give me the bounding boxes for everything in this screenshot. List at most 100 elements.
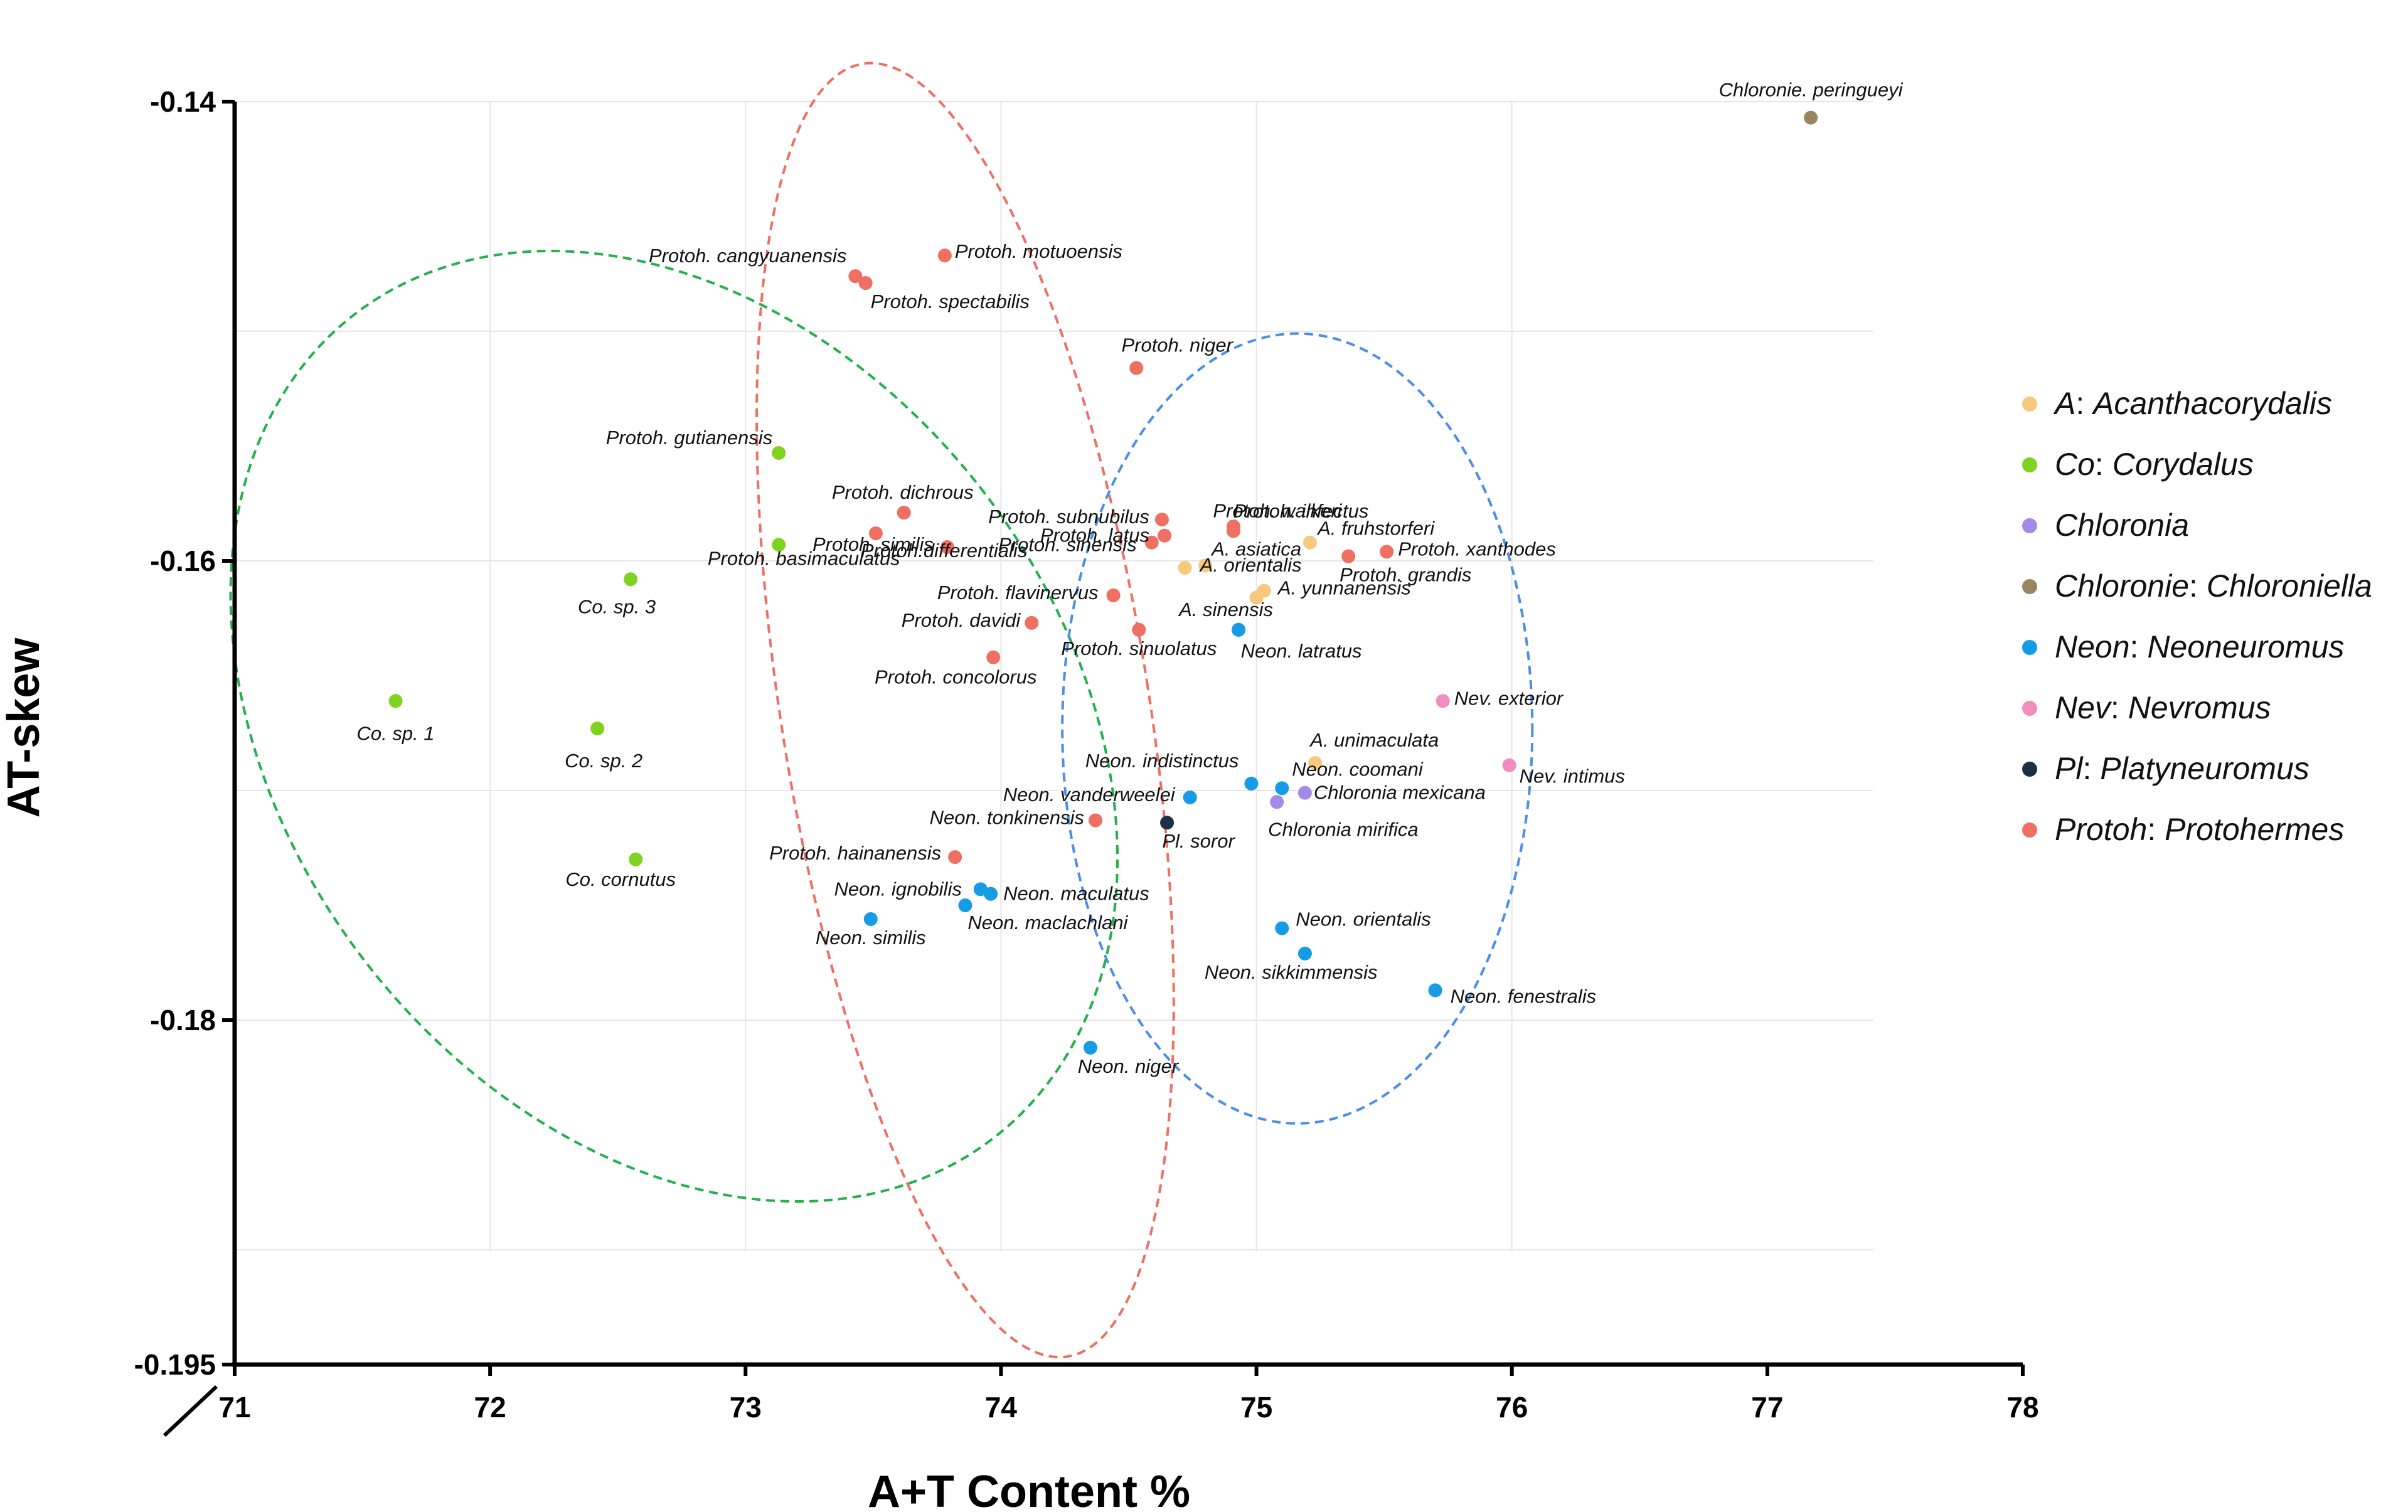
data-point <box>986 650 1001 664</box>
data-point <box>1158 528 1171 543</box>
point-label: Co. cornutus <box>565 868 676 890</box>
point-label: Protoh. cangyuanensis <box>649 245 846 267</box>
point-label: A. yunnanensis <box>1277 577 1411 599</box>
legend-marker <box>2022 701 2037 716</box>
point-label: A. fruhstorferi <box>1316 518 1435 540</box>
data-point <box>1341 549 1356 563</box>
point-labels: Chloronie. peringueyi Protoh. motuoensis P… <box>356 79 1903 1077</box>
point-label: Chloronie. peringueyi <box>1719 79 1904 101</box>
data-point <box>1275 921 1289 935</box>
data-point <box>1249 590 1264 605</box>
data-point <box>624 572 638 587</box>
data-point <box>1132 622 1146 637</box>
point-label: Neon. latratus <box>1241 640 1362 662</box>
point-label: Protoh. spectabilis <box>871 290 1030 312</box>
x-tick-label: 72 <box>474 1391 506 1424</box>
y-axis-title: AT-skew <box>0 637 49 818</box>
axes <box>162 102 2023 1437</box>
point-label: Co. sp. 1 <box>356 722 434 744</box>
data-point <box>1303 535 1318 550</box>
data-point <box>1083 1040 1097 1055</box>
point-label: Protoh. walkeri <box>1213 499 1342 521</box>
legend: A: Acanthacorydalis Co: Corydalus Chloroni… <box>2022 386 2372 847</box>
point-label: Neon. coomani <box>1292 758 1424 780</box>
x-tick-label: 78 <box>2006 1391 2038 1424</box>
data-point <box>897 506 911 520</box>
point-label: Co. sp. 2 <box>565 750 642 772</box>
legend-marker <box>2022 823 2037 838</box>
y-tick-label: -0.14 <box>150 85 216 118</box>
legend-entry: Nev: Nevromus <box>2055 690 2271 725</box>
legend-entry: Chloronia <box>2055 508 2189 543</box>
data-point <box>1297 946 1312 961</box>
data-point <box>1226 519 1240 534</box>
point-label: Neon. orientalis <box>1296 908 1430 930</box>
y-tick-label: -0.16 <box>150 545 216 577</box>
point-label: Protoh. grandis <box>1340 564 1471 586</box>
point-label: Protoh. infectus <box>1233 500 1368 522</box>
data-point <box>629 852 643 866</box>
x-tick-label: 76 <box>1496 1391 1528 1424</box>
data-point <box>1297 785 1312 800</box>
point-label: Protoh. basimaculatus <box>708 547 900 569</box>
point-label: Nev. intimus <box>1520 765 1625 787</box>
data-point <box>1270 795 1284 809</box>
point-label: Neon. ignobilis <box>834 878 961 900</box>
point-label: Chloronia mirifica <box>1268 818 1418 840</box>
data-point <box>1106 588 1121 602</box>
point-label: Protoh. concolorus <box>875 666 1036 688</box>
cluster-ellipse <box>755 61 1175 1359</box>
legend-entry: Neon: Neoneuromus <box>2055 629 2344 664</box>
data-points <box>388 110 1818 1055</box>
point-label: Protoh.differentialis <box>861 540 1027 562</box>
data-point <box>1308 756 1323 770</box>
grid-lines <box>235 101 1873 1252</box>
point-label: Neon. indistinctus <box>1085 750 1239 772</box>
data-point <box>772 445 786 460</box>
point-label: Neon. similis <box>816 927 926 949</box>
data-point <box>1502 758 1516 772</box>
point-label: Protoh. latus <box>1040 524 1149 546</box>
data-point <box>984 886 998 901</box>
data-point <box>1428 983 1442 998</box>
point-label: Neon. tonkinensis <box>930 807 1084 829</box>
data-point <box>958 898 972 912</box>
point-label: Protoh. gutianensis <box>606 427 772 449</box>
data-point <box>1178 560 1192 575</box>
data-point <box>1089 813 1103 828</box>
data-point <box>1160 816 1175 830</box>
y-tick-label: -0.195 <box>134 1348 216 1381</box>
data-point <box>1232 622 1246 637</box>
cluster-ellipse <box>1061 332 1534 1125</box>
point-label: Neon. niger <box>1078 1055 1180 1077</box>
point-label: A. orientalis <box>1199 554 1302 576</box>
y-tick-label: -0.18 <box>150 1004 216 1036</box>
legend-entry: Pl: Platyneuromus <box>2055 751 2309 786</box>
data-point <box>1380 545 1394 559</box>
point-label: Neon. maculatus <box>1003 883 1149 905</box>
x-tick-label: 75 <box>1240 1391 1272 1424</box>
cluster-ellipse <box>229 250 1119 1203</box>
data-point <box>940 540 954 555</box>
legend-marker <box>2022 579 2037 594</box>
axis-break-mark <box>162 1385 218 1437</box>
point-label: A. sinensis <box>1178 599 1273 620</box>
point-label: A. asiatica <box>1210 538 1301 560</box>
data-point <box>863 912 878 926</box>
point-label: Protoh. sinuolatus <box>1061 637 1217 659</box>
data-point <box>868 526 883 541</box>
x-axis-title: A+T Content % <box>868 1467 1190 1512</box>
legend-entry: Chloronie: Chloroniella <box>2055 568 2372 604</box>
legend-entry: Protoh: Protohermes <box>2055 812 2344 847</box>
point-label: Protoh. davidi <box>902 609 1021 631</box>
data-point <box>1804 110 1818 125</box>
data-point <box>948 850 962 865</box>
point-label: A. unimaculata <box>1309 729 1439 751</box>
point-label: Nev. exterior <box>1454 687 1564 709</box>
point-label: Protoh. flavinervus <box>937 582 1099 604</box>
point-label: Co. sp. 3 <box>578 595 656 617</box>
point-label: Protoh. sinensis <box>998 534 1137 556</box>
point-label: Protoh. subnubilus <box>988 506 1149 528</box>
legend-marker <box>2022 457 2037 472</box>
